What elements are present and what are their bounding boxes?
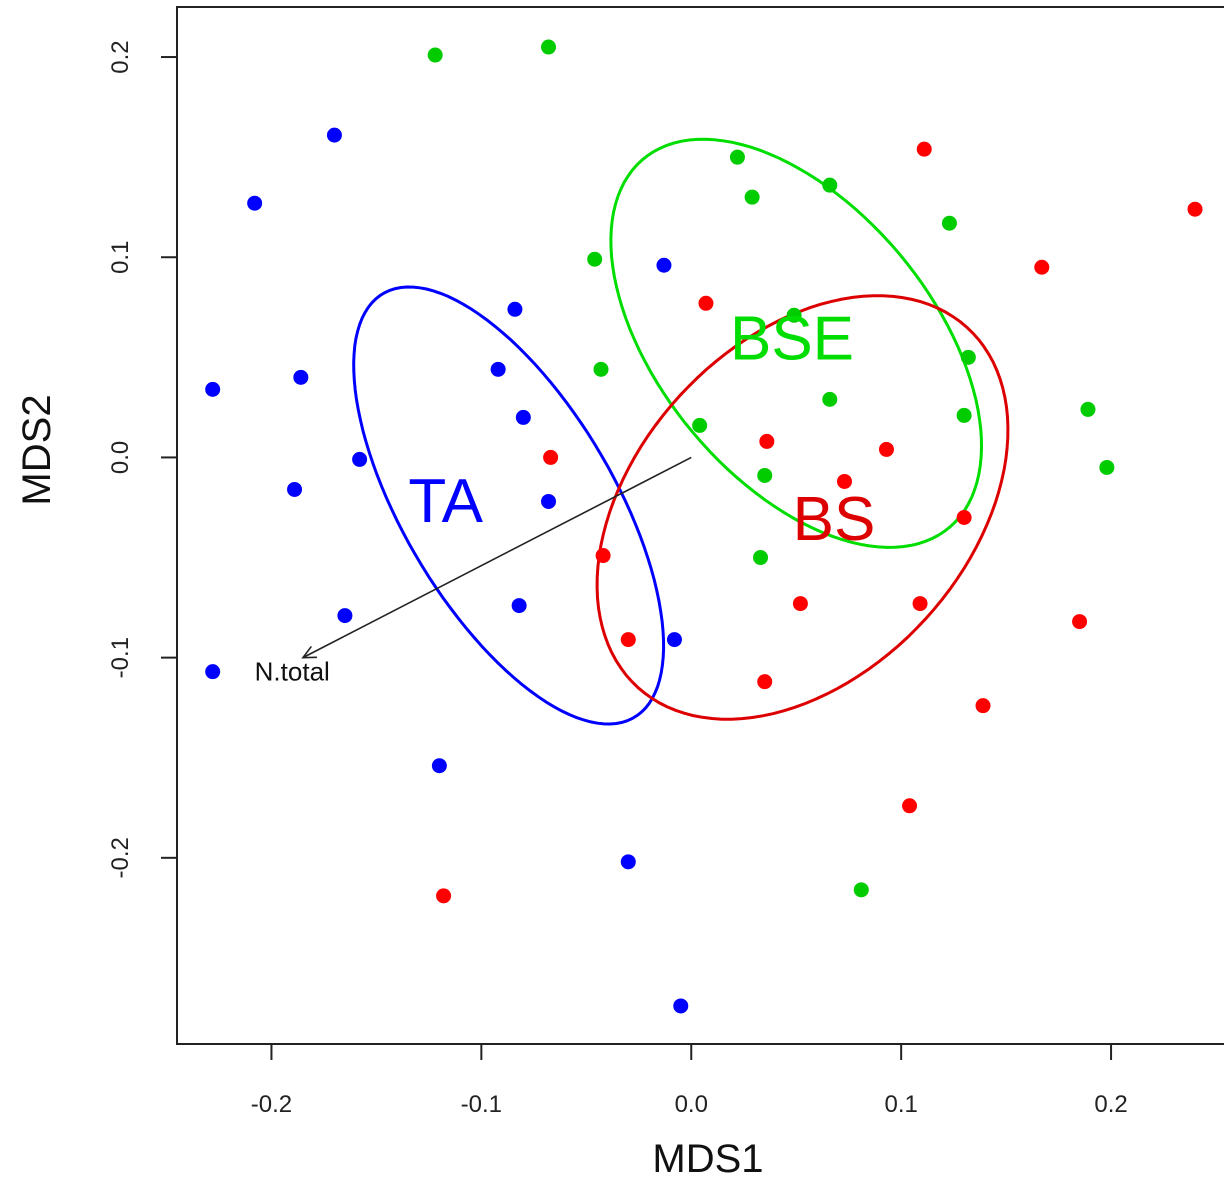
point-ta bbox=[507, 301, 523, 317]
group-label-bs: BS bbox=[793, 485, 876, 554]
point-ta bbox=[205, 664, 221, 680]
point-bse bbox=[1099, 459, 1115, 475]
y-tick-label: 0.1 bbox=[107, 241, 134, 274]
point-bs bbox=[1187, 201, 1203, 217]
x-axis: -0.2 -0.1 0.0 0.1 0.2 bbox=[251, 1044, 1128, 1118]
point-bs bbox=[912, 596, 928, 612]
point-bse bbox=[822, 177, 838, 193]
point-bs bbox=[792, 596, 808, 612]
point-bs bbox=[975, 698, 991, 714]
vector-arrow-line bbox=[302, 456, 692, 659]
vector-arrow-head bbox=[301, 645, 317, 659]
ellipse-ta bbox=[352, 285, 666, 726]
point-bse bbox=[593, 361, 609, 377]
point-ta bbox=[620, 854, 636, 870]
point-bs bbox=[595, 548, 611, 564]
point-ta bbox=[490, 361, 506, 377]
point-bse bbox=[853, 882, 869, 898]
point-ta bbox=[511, 598, 527, 614]
point-bse bbox=[757, 467, 773, 483]
point-bse bbox=[786, 307, 802, 323]
x-tick-label: 0.1 bbox=[884, 1091, 917, 1118]
point-ta bbox=[431, 758, 447, 774]
x-tick-label: 0.2 bbox=[1094, 1091, 1127, 1118]
y-axis-title: MDS2 bbox=[15, 394, 59, 505]
y-tick-label: 0.2 bbox=[107, 40, 134, 73]
point-bs bbox=[836, 473, 852, 489]
x-axis-title: MDS1 bbox=[652, 1137, 763, 1181]
point-bse bbox=[753, 550, 769, 566]
group-label-bse: BSE bbox=[730, 305, 854, 374]
y-axis: -0.2 -0.1 0.0 0.1 0.2 bbox=[107, 40, 177, 879]
point-ta bbox=[247, 195, 263, 211]
point-bse bbox=[427, 47, 443, 63]
y-tick-label: -0.1 bbox=[107, 637, 134, 678]
point-bs bbox=[1072, 614, 1088, 630]
point-ta bbox=[515, 409, 531, 425]
point-bs bbox=[759, 433, 775, 449]
group-label-ta: TA bbox=[408, 467, 483, 536]
point-bse bbox=[692, 417, 708, 433]
point-ta bbox=[287, 481, 303, 497]
ellipse-layer bbox=[352, 137, 1010, 726]
ellipse-bse bbox=[609, 137, 984, 549]
label-layer: TA BSE BS N.total bbox=[255, 305, 876, 687]
point-ta bbox=[337, 608, 353, 624]
point-bs bbox=[620, 632, 636, 648]
point-bs bbox=[698, 295, 714, 311]
x-tick-label: -0.1 bbox=[461, 1091, 502, 1118]
point-ta bbox=[656, 257, 672, 273]
plot-frame bbox=[176, 6, 1224, 1045]
point-bs bbox=[878, 441, 894, 457]
point-bs bbox=[436, 888, 452, 904]
y-tick-label: 0.0 bbox=[107, 441, 134, 474]
point-bse bbox=[822, 391, 838, 407]
point-bs bbox=[902, 798, 918, 814]
point-ta bbox=[673, 998, 689, 1014]
point-ta bbox=[205, 381, 221, 397]
point-bse bbox=[956, 407, 972, 423]
point-ta bbox=[666, 632, 682, 648]
point-bse bbox=[941, 215, 957, 231]
point-bs bbox=[1034, 259, 1050, 275]
point-bse bbox=[744, 189, 760, 205]
point-bse bbox=[1080, 401, 1096, 417]
point-ta bbox=[326, 127, 342, 143]
vector-label: N.total bbox=[255, 657, 330, 687]
y-tick-label: -0.2 bbox=[107, 837, 134, 878]
point-bs bbox=[956, 509, 972, 525]
x-tick-label: 0.0 bbox=[675, 1091, 708, 1118]
point-bse bbox=[729, 149, 745, 165]
vector-layer bbox=[301, 456, 692, 659]
point-bse bbox=[587, 251, 603, 267]
point-bs bbox=[543, 449, 559, 465]
point-layer bbox=[205, 39, 1203, 1014]
point-ta bbox=[541, 493, 557, 509]
x-tick-label: -0.2 bbox=[251, 1091, 292, 1118]
point-bse bbox=[541, 39, 557, 55]
point-bse bbox=[960, 349, 976, 365]
point-bs bbox=[757, 674, 773, 690]
ellipse-bs bbox=[595, 294, 1010, 721]
point-ta bbox=[293, 369, 309, 385]
point-ta bbox=[352, 451, 368, 467]
point-bs bbox=[916, 141, 932, 157]
